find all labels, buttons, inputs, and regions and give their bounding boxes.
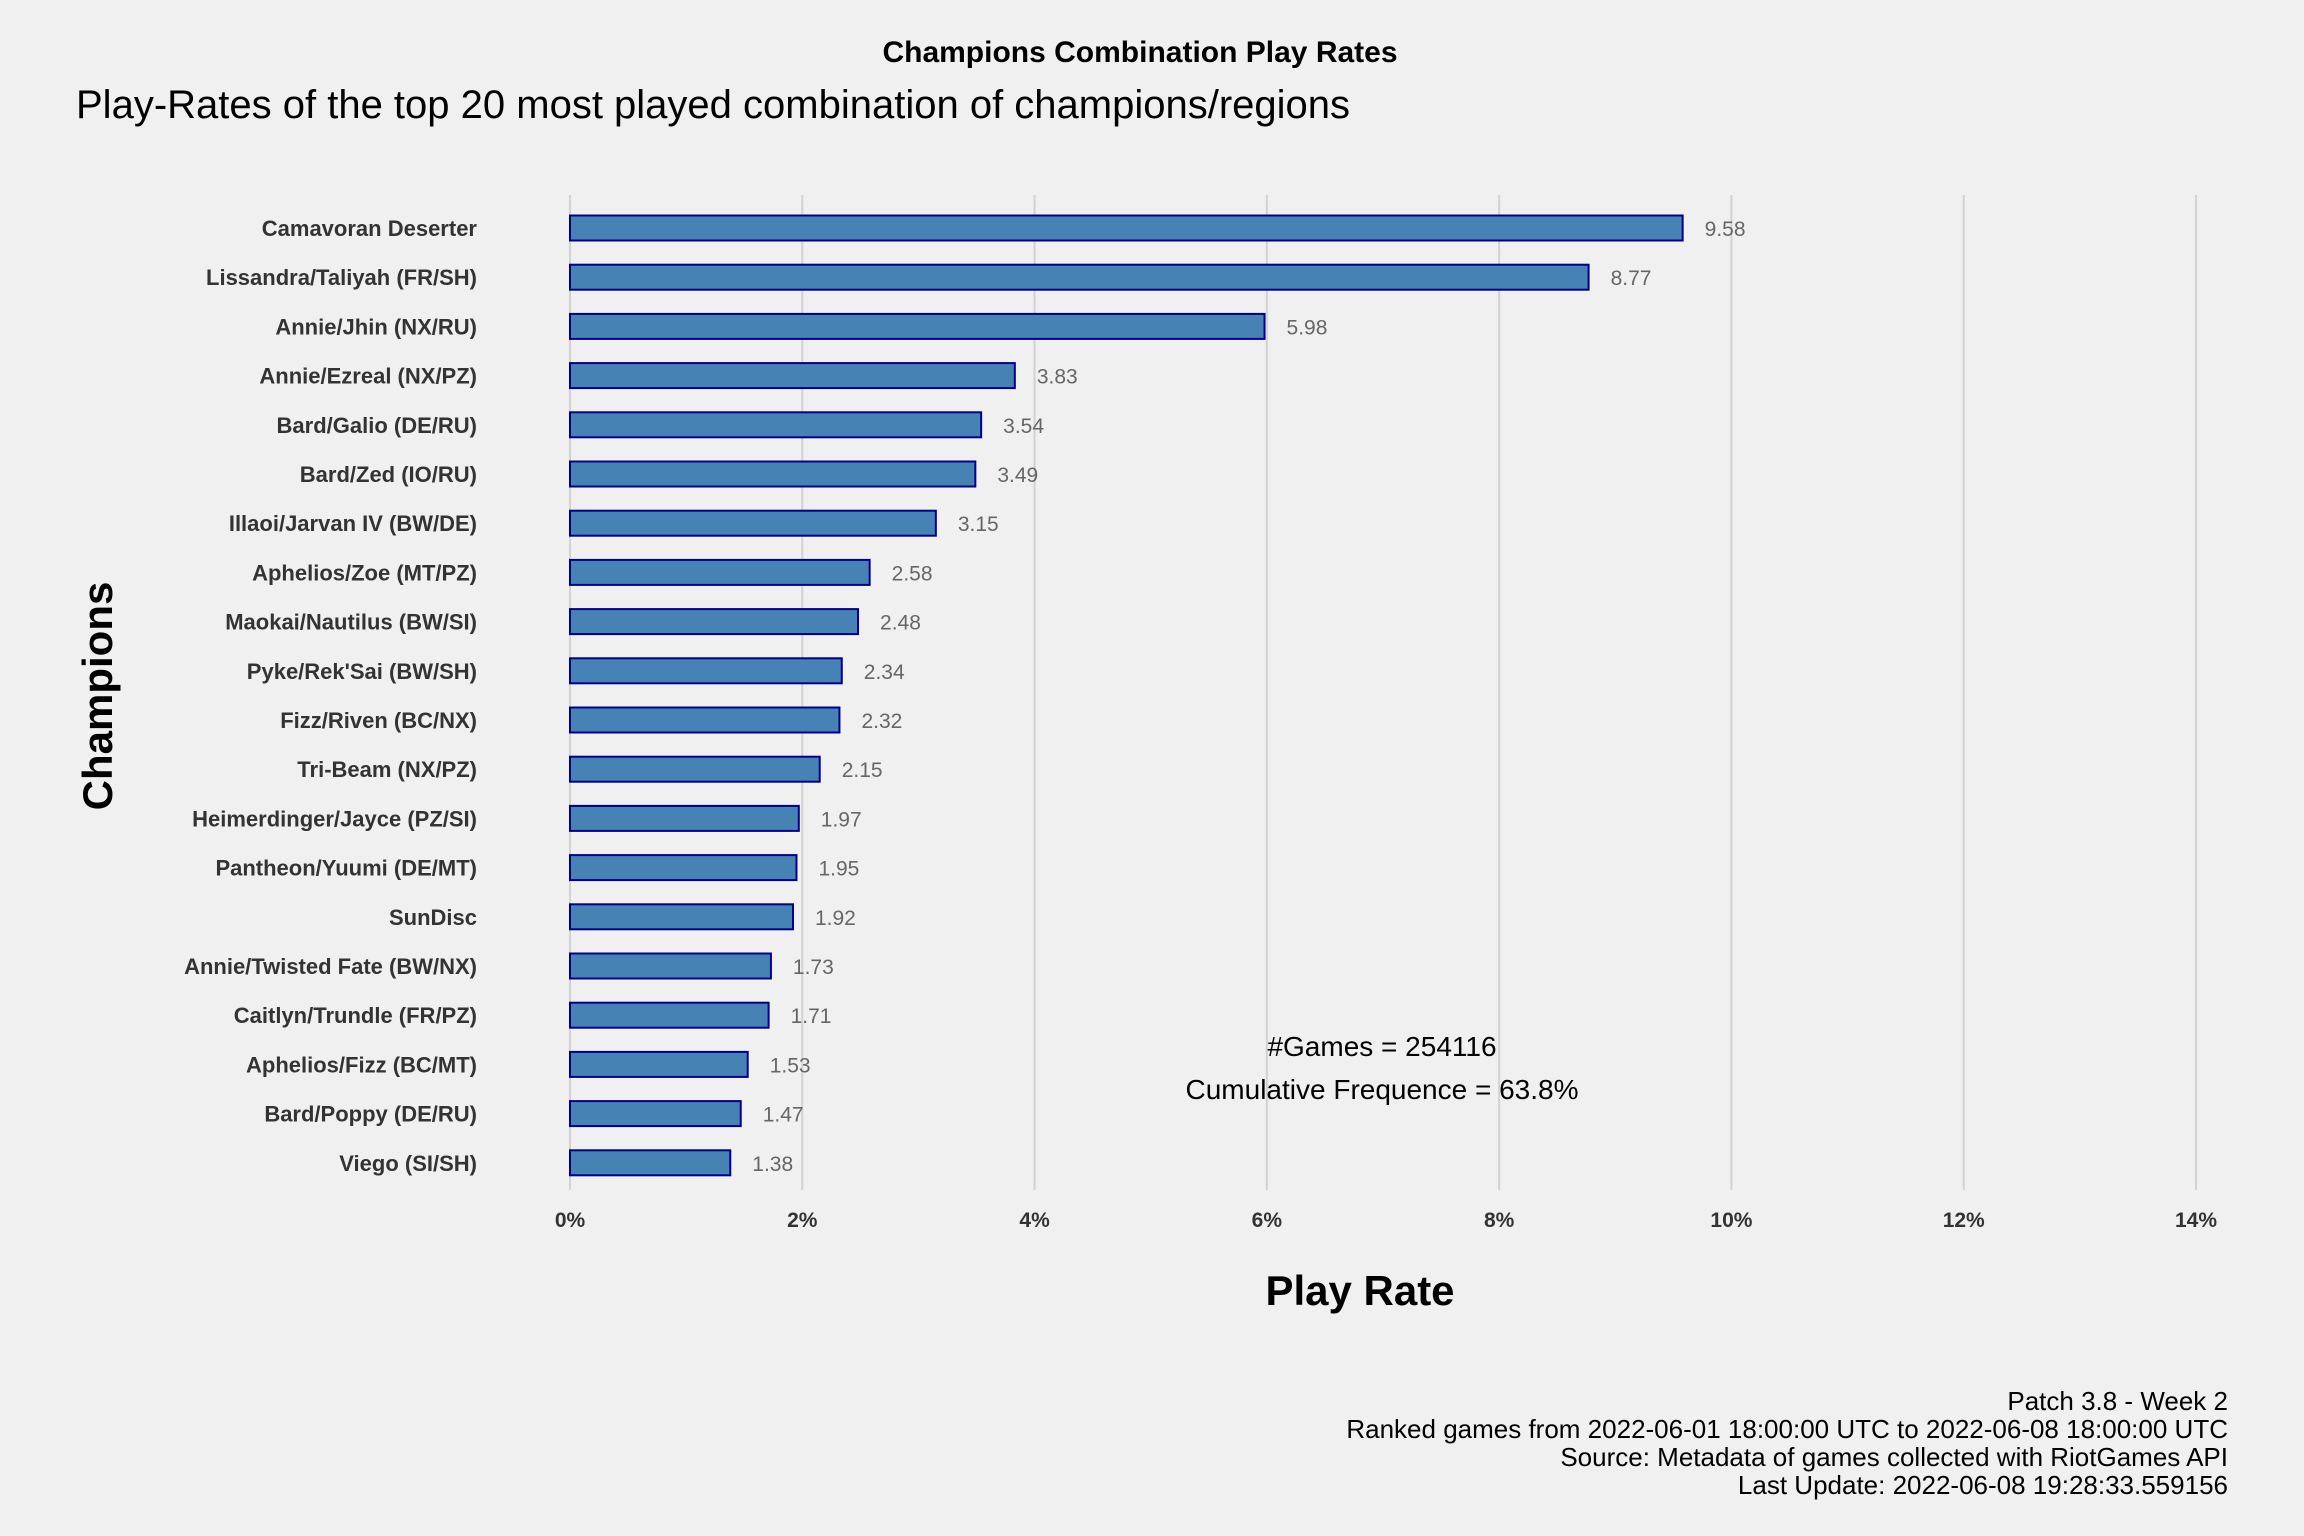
bar <box>569 804 800 832</box>
category-label: Pantheon/Yuumi (DE/MT) <box>215 856 477 881</box>
bars <box>569 214 1684 1177</box>
bar <box>569 755 821 783</box>
x-axis-title: Play Rate <box>1265 1267 1454 1314</box>
bar-value-label: 3.83 <box>1037 366 1078 389</box>
x-tick-label: 10% <box>1710 1209 1752 1232</box>
bar <box>569 657 843 685</box>
bar <box>569 362 1016 390</box>
x-tick-label: 6% <box>1252 1209 1283 1232</box>
bar <box>569 411 983 439</box>
x-tick-label: 2% <box>787 1209 818 1232</box>
chart-title: Champions Combination Play Rates <box>882 36 1397 69</box>
bar-value-label: 3.15 <box>958 513 999 536</box>
bar <box>569 706 841 734</box>
bar-value-label: 1.38 <box>752 1153 793 1176</box>
chart-subtitle: Play-Rates of the top 20 most played com… <box>76 83 1350 127</box>
category-label: Aphelios/Zoe (MT/PZ) <box>252 560 477 585</box>
x-tick-label: 0% <box>555 1209 586 1232</box>
category-label: Bard/Galio (DE/RU) <box>277 413 477 438</box>
bar-value-label: 5.98 <box>1287 316 1328 339</box>
category-label: Viego (SI/SH) <box>339 1151 477 1176</box>
bar <box>569 509 937 537</box>
x-tick-label: 12% <box>1943 1209 1985 1232</box>
category-labels: Camavoran Deserter Lissandra/Taliyah (FR/… <box>184 216 477 1176</box>
bar <box>569 952 772 980</box>
bar-value-label: 2.48 <box>880 612 921 635</box>
caption-line: Ranked games from 2022-06-01 18:00:00 UT… <box>1346 1414 2228 1444</box>
annotation-cumulative: Cumulative Frequence = 63.8% <box>1186 1074 1579 1105</box>
bar-value-label: 9.58 <box>1705 218 1746 241</box>
category-label: Annie/Ezreal (NX/PZ) <box>259 364 477 389</box>
value-labels: 9.58 8.77 5.98 3.83 3.54 3.49 3.15 2.58 2.48 2.34… <box>752 218 1745 1176</box>
caption-line: Last Update: 2022-06-08 19:28:33.559156 <box>1738 1470 2228 1500</box>
bar-value-label: 2.58 <box>892 562 933 585</box>
category-label: Maokai/Nautilus (BW/SI) <box>225 610 477 635</box>
annotation-games: #Games = 254116 <box>1267 1031 1496 1062</box>
bar <box>569 854 798 882</box>
bar <box>569 1001 770 1029</box>
category-label: Fizz/Riven (BC/NX) <box>280 708 477 733</box>
bar <box>569 608 860 636</box>
bar-value-label: 1.47 <box>763 1104 804 1127</box>
category-label: Annie/Twisted Fate (BW/NX) <box>184 954 477 979</box>
bar <box>569 1100 742 1128</box>
bar <box>569 214 1684 242</box>
category-label: Heimerdinger/Jayce (PZ/SI) <box>192 806 477 831</box>
bar <box>569 1050 749 1078</box>
category-label: Aphelios/Fizz (BC/MT) <box>246 1052 477 1077</box>
bar-value-label: 8.77 <box>1611 267 1652 290</box>
bar <box>569 263 1590 291</box>
bar <box>569 460 977 488</box>
caption-line: Source: Metadata of games collected with… <box>1560 1442 2228 1472</box>
category-label: Pyke/Rek'Sai (BW/SH) <box>247 659 477 684</box>
bar <box>569 312 1266 340</box>
category-label: Bard/Zed (IO/RU) <box>300 462 477 487</box>
caption: Patch 3.8 - Week 2 Ranked games from 202… <box>1346 1386 2228 1500</box>
category-label: Bard/Poppy (DE/RU) <box>264 1102 477 1127</box>
category-label: Lissandra/Taliyah (FR/SH) <box>206 265 477 290</box>
bar-value-label: 1.73 <box>793 956 834 979</box>
category-label: Caitlyn/Trundle (FR/PZ) <box>234 1003 477 1028</box>
category-label: Annie/Jhin (NX/RU) <box>275 314 477 339</box>
bar-value-label: 2.15 <box>842 759 883 782</box>
y-axis-title: Champions <box>74 582 121 811</box>
bar-value-label: 3.54 <box>1003 415 1044 438</box>
bar-value-label: 1.97 <box>821 808 862 831</box>
category-label: SunDisc <box>389 905 477 930</box>
category-label: Tri-Beam (NX/PZ) <box>297 757 477 782</box>
bar-value-label: 3.49 <box>997 464 1038 487</box>
x-tick-label: 14% <box>2175 1209 2217 1232</box>
bar <box>569 1149 732 1177</box>
x-tick-label: 4% <box>1019 1209 1050 1232</box>
grid <box>569 195 2197 1190</box>
bar-value-label: 1.71 <box>791 1005 832 1028</box>
bar-value-label: 1.92 <box>815 907 856 930</box>
bar-value-label: 1.53 <box>770 1054 811 1077</box>
bar-value-label: 2.32 <box>861 710 902 733</box>
bar-value-label: 2.34 <box>864 661 905 684</box>
category-label: Illaoi/Jarvan IV (BW/DE) <box>229 511 477 536</box>
x-tick-labels: 0% 2% 4% 6% 8% 10% 12% 14% <box>555 1209 2218 1232</box>
category-label: Camavoran Deserter <box>262 216 478 241</box>
caption-line: Patch 3.8 - Week 2 <box>2007 1386 2228 1416</box>
bar <box>569 903 794 931</box>
bar <box>569 558 871 586</box>
x-tick-label: 8% <box>1484 1209 1515 1232</box>
bar-value-label: 1.95 <box>818 858 859 881</box>
